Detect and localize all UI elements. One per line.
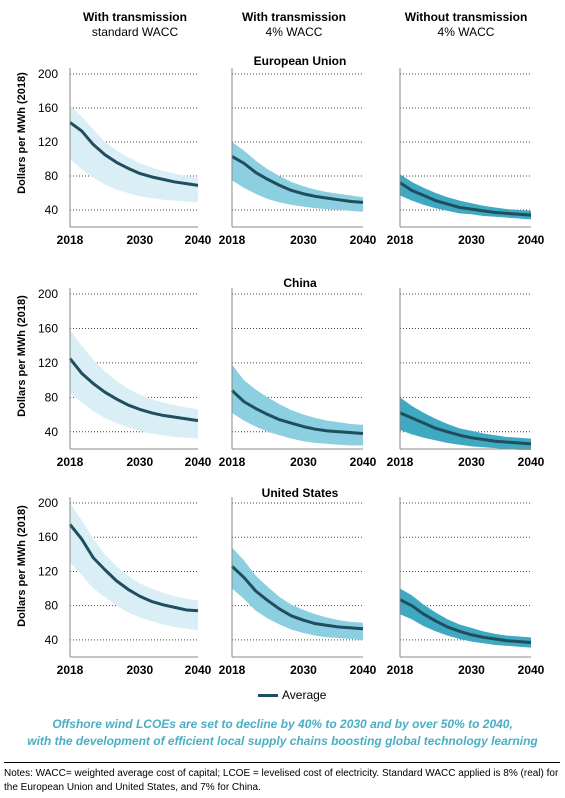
x-tick-label: 2040 <box>185 663 212 677</box>
x-tick-label: 2018 <box>219 455 246 469</box>
average-line <box>230 565 364 631</box>
x-tick-label: 2030 <box>458 233 485 247</box>
x-tick-label: 2040 <box>350 663 377 677</box>
average-line <box>68 523 199 613</box>
range-band <box>400 397 531 450</box>
caption-line-1: Offshore wind LCOEs are set to decline b… <box>52 717 513 731</box>
column-title: With transmission <box>242 10 346 24</box>
y-tick-label: 40 <box>45 633 59 647</box>
caption: Offshore wind LCOEs are set to decline b… <box>0 716 565 750</box>
column-title: With transmission <box>83 10 187 24</box>
average-line <box>399 181 532 217</box>
x-tick-label: 2040 <box>350 455 377 469</box>
column-subtitle: 4% WACC <box>265 25 323 39</box>
y-tick-label: 160 <box>38 530 58 544</box>
y-tick-label: 120 <box>38 135 58 149</box>
average-line <box>230 389 364 435</box>
legend-average-label: Average <box>282 688 327 702</box>
x-tick-label: 2030 <box>126 455 153 469</box>
x-tick-label: 2040 <box>518 455 545 469</box>
y-tick-label: 80 <box>45 599 59 613</box>
region-title-us: United States <box>261 486 339 500</box>
x-tick-label: 2018 <box>57 233 84 247</box>
x-tick-label: 2030 <box>290 663 317 677</box>
range-band <box>232 364 363 446</box>
x-tick-label: 2030 <box>126 663 153 677</box>
column-subtitle: 4% WACC <box>437 25 495 39</box>
y-tick-label: 160 <box>38 101 58 115</box>
x-tick-label: 2018 <box>219 233 246 247</box>
x-tick-label: 2018 <box>387 663 414 677</box>
y-tick-label: 80 <box>45 169 59 183</box>
charts-grid: 40 80 120 160 200 2018 2030 2040 2018 2030 2040 201… <box>38 67 545 677</box>
range-band <box>70 105 198 203</box>
legend: Average <box>258 688 326 702</box>
x-tick-label: 2040 <box>518 233 545 247</box>
y-tick-label: 200 <box>38 496 58 510</box>
x-tick-label: 2040 <box>350 233 377 247</box>
average-line <box>69 121 199 187</box>
y-tick-label: 120 <box>38 356 58 370</box>
x-tick-label: 2030 <box>126 233 153 247</box>
range-band <box>232 142 363 212</box>
column-header-1: With transmission standard WACC <box>50 10 220 40</box>
column-title: Without transmission <box>404 10 528 24</box>
x-tick-label: 2030 <box>458 455 485 469</box>
notes: Notes: WACC= weighted average cost of ca… <box>4 762 560 795</box>
x-tick-label: 2030 <box>458 663 485 677</box>
y-tick-label: 160 <box>38 321 58 335</box>
y-tick-label: 200 <box>38 67 58 81</box>
y-tick-label: 40 <box>45 203 59 217</box>
caption-line-2: with the development of efficient local … <box>27 734 538 748</box>
legend-average-swatch <box>258 693 278 697</box>
y-tick-label: 200 <box>38 287 58 301</box>
x-tick-label: 2030 <box>290 455 317 469</box>
x-tick-label: 2040 <box>185 455 212 469</box>
column-header-2: With transmission 4% WACC <box>209 10 379 40</box>
region-title-china: China <box>283 276 317 290</box>
y-tick-label: 80 <box>45 390 59 404</box>
x-tick-label: 2018 <box>387 455 414 469</box>
y-tick-label: 120 <box>38 564 58 578</box>
region-title-eu: European Union <box>253 54 347 68</box>
x-tick-label: 2018 <box>57 455 84 469</box>
x-tick-label: 2030 <box>290 233 317 247</box>
range-band <box>70 330 198 439</box>
column-header-3: Without transmission 4% WACC <box>381 10 551 40</box>
column-subtitle: standard WACC <box>91 25 179 39</box>
average-line <box>231 155 364 204</box>
x-tick-label: 2018 <box>57 663 84 677</box>
average-line <box>68 357 199 423</box>
average-line <box>399 598 532 644</box>
x-tick-label: 2040 <box>518 663 545 677</box>
range-band <box>400 588 531 648</box>
y-tick-label: 40 <box>45 425 59 439</box>
x-tick-label: 2018 <box>219 663 246 677</box>
x-tick-label: 2018 <box>387 233 414 247</box>
x-tick-label: 2040 <box>185 233 212 247</box>
range-band <box>400 174 531 220</box>
average-line <box>399 411 532 446</box>
range-band <box>70 503 198 631</box>
